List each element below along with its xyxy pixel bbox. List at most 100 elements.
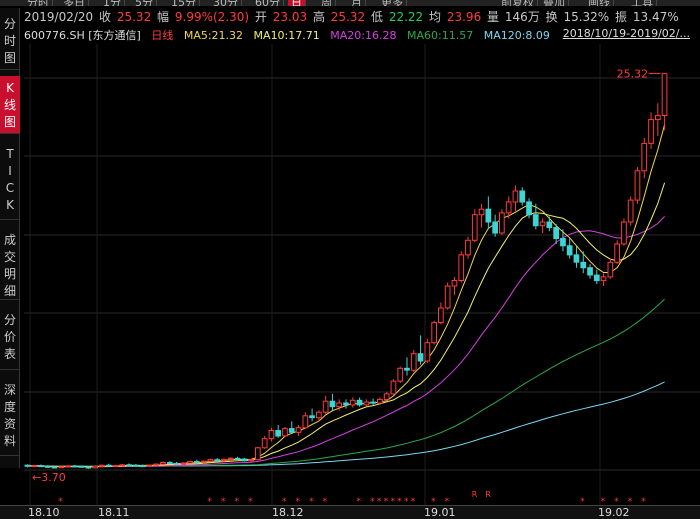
ma60-legend: MA60:11.57 [406, 29, 474, 42]
tab-6[interactable]: 60分 [252, 0, 284, 6]
change-value: 9.99%(2.30) [174, 10, 250, 24]
candle-body [546, 221, 553, 228]
period-label: 日线 [151, 29, 174, 42]
volume-value: 146万 [504, 10, 540, 24]
date-range-link[interactable]: 2018/10/19-2019/02/... [562, 27, 690, 40]
candle-body [166, 462, 173, 464]
candle-body [560, 238, 566, 247]
candle-body [607, 261, 614, 278]
candle-body [153, 463, 160, 466]
candle-body [356, 399, 363, 406]
candle-body [458, 254, 465, 281]
amplitude-label: 振 [615, 10, 628, 24]
tab-1[interactable]: 多日 [60, 0, 89, 6]
sidebar-3[interactable]: 成交明细 [0, 228, 20, 300]
candle-body [78, 465, 85, 468]
signal-star: * [445, 497, 450, 507]
candle-body [275, 430, 281, 437]
candle-body [519, 190, 526, 203]
candle-body [553, 227, 559, 239]
tab-14[interactable]: 工具 [628, 0, 657, 6]
candle-body [417, 353, 424, 362]
candle-body [234, 457, 241, 460]
candle-body [492, 221, 498, 234]
candle-body [133, 464, 139, 467]
ma120-legend: MA120:8.09 [483, 29, 550, 42]
signal-star: * [601, 497, 606, 507]
candle-body [485, 208, 492, 223]
tab-13[interactable]: 画线 [585, 0, 614, 6]
candle-body [31, 465, 37, 468]
candle-body [336, 402, 342, 408]
signal-star: * [370, 497, 375, 507]
turnover-value: 15.32% [563, 10, 610, 24]
signal-star: * [580, 497, 585, 507]
signal-star: * [377, 497, 382, 507]
amplitude-value: 13.47% [632, 10, 679, 24]
sidebar-4[interactable]: 分价表 [0, 308, 20, 370]
tab-4[interactable]: 15分 [168, 0, 200, 6]
signal-star: * [431, 497, 436, 507]
volume-label: 量 [487, 10, 500, 24]
stock-code: 600776.SH [东方通信] [24, 29, 141, 42]
avg-value: 23.96 [446, 10, 482, 24]
candle-body [587, 267, 593, 276]
quote-date: 2019/02/20 [24, 10, 94, 24]
sidebar-5[interactable]: 深度资料 [0, 378, 20, 456]
tab-10[interactable]: 更多 [378, 0, 407, 6]
candle-body [146, 464, 153, 467]
low-label: 低 [370, 10, 383, 24]
x-axis-label: 18.11 [98, 506, 130, 519]
candle-body [471, 214, 478, 241]
tab-8[interactable]: 周 [318, 0, 336, 6]
candle-body [410, 353, 417, 371]
candle-body [85, 466, 92, 469]
candle-body [173, 462, 180, 465]
low-value: 22.22 [388, 10, 424, 24]
ma10-line [27, 182, 666, 468]
high-value: 25.32 [330, 10, 366, 24]
candle-body [38, 465, 44, 468]
candle-body [194, 461, 200, 463]
candle-body [566, 245, 573, 256]
tab-7[interactable]: 日 [288, 0, 306, 6]
candle-body [160, 462, 166, 465]
tab-3[interactable]: 5分 [132, 0, 157, 6]
signal-star: * [411, 497, 416, 507]
x-axis-label: 18.10 [28, 506, 60, 519]
tab-0[interactable]: 分时 [24, 0, 53, 6]
sidebar-0[interactable]: 分时图 [0, 12, 20, 70]
max-price-label: 25.32 [617, 68, 649, 81]
candle-body [99, 464, 105, 467]
signal-star: * [404, 497, 409, 507]
candle-body [214, 459, 221, 462]
candle-body [614, 243, 620, 263]
ma20-legend: MA20:16.28 [330, 29, 397, 42]
signal-star: * [614, 497, 619, 507]
candle-body [600, 276, 607, 282]
signal-star: * [248, 497, 253, 507]
signal-star: * [641, 497, 646, 507]
candle-body [431, 322, 437, 344]
tab-11[interactable]: 前复权 [498, 0, 538, 6]
candle-body [126, 464, 132, 467]
signal-star: * [397, 497, 402, 507]
tab-12[interactable]: 叠加 [540, 0, 569, 6]
candle-body [119, 464, 126, 467]
candle-body [268, 430, 275, 440]
tab-5[interactable]: 30分 [210, 0, 242, 6]
candle-body [505, 201, 512, 214]
ma10-legend: MA10:17.71 [253, 29, 320, 42]
candle-body [377, 398, 383, 404]
signal-star: * [58, 497, 63, 507]
tab-9[interactable]: 月 [348, 0, 366, 6]
tab-2[interactable]: 1分 [100, 0, 125, 6]
close-label: 收 [99, 10, 112, 24]
x-axis-label: 19.02 [598, 506, 630, 519]
min-price-label: ←3.70 [32, 471, 66, 484]
period-tab-bar: 分时 多日 1分 5分 15分 30分 60分日 周 月 更多 前复权叠加 画线 工具 [0, 0, 700, 6]
